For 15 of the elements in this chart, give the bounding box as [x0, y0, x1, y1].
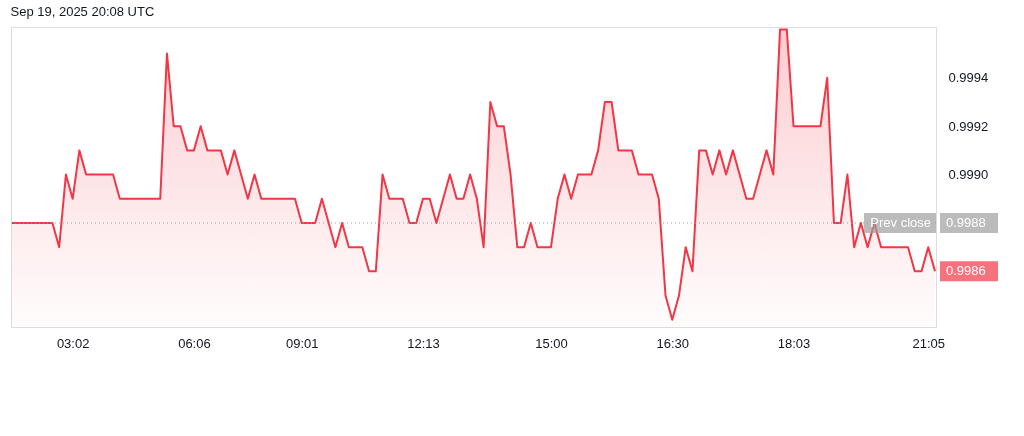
x-tick-label: 06:06 — [178, 335, 211, 351]
x-tick-label: 09:01 — [285, 335, 319, 351]
text: 0.9986 — [946, 263, 986, 279]
text: Sep 19, 2025 20:08 UTC — [10, 4, 155, 19]
y-tick-label: 0.9990 — [948, 167, 989, 183]
ref-line-label: Prev close — [870, 214, 931, 230]
x-tick-label: 16:30 — [656, 335, 690, 351]
y-tick-label: 0.9994 — [948, 70, 989, 86]
x-tick-label: 03:02 — [56, 335, 90, 351]
text: 0.9988 — [946, 214, 986, 230]
x-tick-label: 21:05 — [912, 335, 946, 351]
x-tick-label: 18:03 — [777, 335, 811, 351]
y-tick-label: 0.9992 — [948, 118, 989, 134]
x-tick-label: 15:00 — [535, 335, 568, 351]
x-tick-label: 12:13 — [407, 335, 440, 351]
